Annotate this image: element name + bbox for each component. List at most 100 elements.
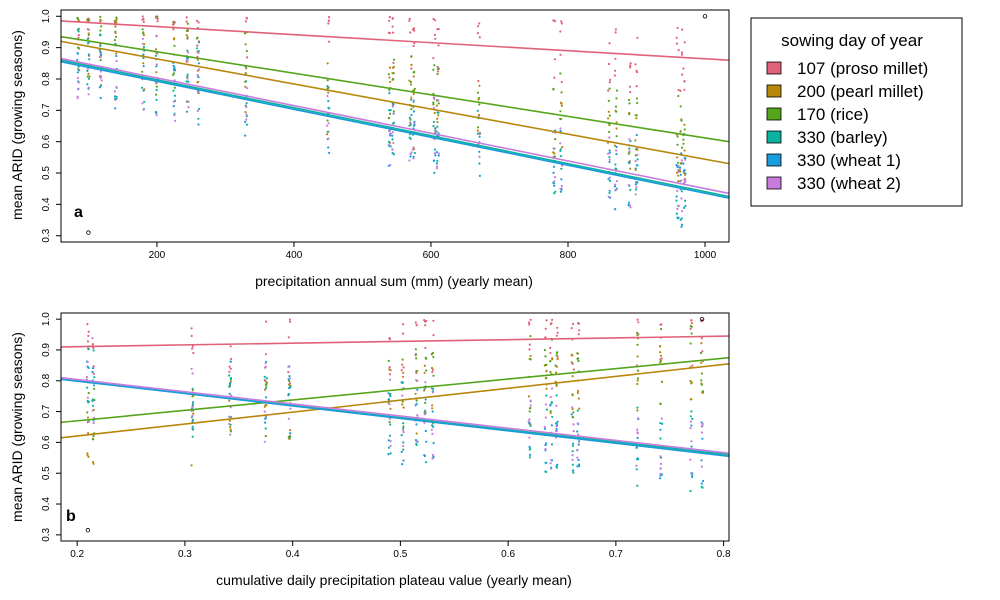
panel-a-data-point (141, 15, 144, 18)
panel-a-data-point (245, 123, 248, 126)
panel-a-data-point (608, 158, 611, 161)
panel-b-data-point (660, 380, 664, 383)
panel-a-data-point (409, 118, 412, 121)
panel-a-data-point (683, 149, 686, 152)
panel-a-data-point (614, 163, 617, 166)
panel-b-data-point (572, 411, 575, 414)
panel-a-data-point (195, 47, 199, 50)
panel-a-data-point (244, 134, 247, 137)
panel-b-data-point (636, 318, 639, 321)
panel-a-data-point (681, 28, 684, 31)
panel-a-data-point (409, 31, 412, 34)
panel-b-data-point (389, 395, 392, 398)
panel-a-data-point (88, 75, 91, 78)
panel-b-data-point (555, 351, 559, 355)
panel-a-data-point (392, 61, 395, 64)
panel-a-data-point (629, 91, 632, 94)
panel-a-data-point (682, 171, 685, 174)
panel-a-data-point (553, 176, 557, 179)
panel-a-data-point (436, 70, 440, 73)
panel-b-data-point (92, 346, 95, 350)
panel-a-data-point (634, 63, 637, 66)
panel-b-data-point (659, 422, 662, 425)
panel-a-data-point (608, 151, 611, 154)
panel-a-data-point (680, 161, 683, 165)
panel-b-data-point (288, 375, 291, 378)
panel-b-data-point (431, 370, 434, 374)
panel-b-data-point (288, 437, 291, 440)
panel-a-data-point (683, 41, 686, 44)
panel-b-data-point (228, 365, 231, 368)
panel-a-data-point (326, 133, 329, 136)
panel-b-data-point (701, 425, 704, 428)
panel-a-data-point (172, 21, 175, 24)
panel-a-data-point (391, 105, 394, 108)
panel-a-data-point (554, 190, 557, 193)
panel-a-data-point (413, 29, 416, 32)
panel-a-data-point (636, 158, 639, 161)
panel-b-data-point (287, 394, 290, 397)
panel-a-data-point (634, 148, 638, 151)
panel-b-outlier-point (85, 528, 91, 533)
panel-b-data-point (555, 383, 558, 386)
panel-a-data-point (607, 117, 610, 120)
panel-b-data-point (572, 430, 575, 433)
panel-a-data-point (173, 69, 177, 72)
panel-b-data-point (416, 388, 419, 391)
panel-b-data-point (415, 357, 418, 360)
panel-a-data-point (388, 19, 391, 22)
panel-a-data-point (327, 16, 331, 19)
panel-b-data-point (228, 374, 231, 377)
panel-a-data-point (392, 102, 395, 106)
panel-a-data-point (614, 105, 618, 108)
panel-a-data-point (173, 86, 176, 89)
panel-b-data-point (432, 355, 435, 359)
panel-b-data-point (578, 464, 581, 468)
panel-a-data-point (172, 72, 176, 75)
panel-a-data-point (387, 117, 390, 120)
panel-b-data-point (544, 427, 547, 430)
panel-a-data-point (433, 98, 436, 101)
panel-b-data-point (529, 354, 532, 358)
panel-b-data-point (415, 370, 418, 373)
panel-a-data-point (608, 130, 611, 133)
panel-a-data-point (684, 199, 687, 202)
panel-a-data-point (99, 44, 102, 48)
panel-b-data-point (92, 422, 95, 425)
panel-b-data-point (388, 421, 391, 424)
panel-b-plot-frame (60, 312, 730, 542)
panel-b-data-point (388, 373, 391, 376)
panel-a-data-point (155, 93, 158, 96)
panel-a-data-point (607, 62, 611, 66)
panel-a-data-point (387, 140, 391, 143)
panel-b-data-point (402, 425, 405, 428)
panel-b-data-point (571, 463, 574, 466)
panel-a-data-point (561, 146, 564, 149)
panel-b-data-point (425, 440, 428, 443)
panel-b-data-point (288, 377, 292, 380)
panel-a-data-point (553, 192, 556, 195)
panel-a-data-point (413, 122, 416, 125)
panel-b-data-point (549, 396, 552, 399)
panel-a-data-point (607, 178, 610, 181)
panel-a-data-point (389, 80, 392, 83)
panel-b-data-point (661, 422, 664, 425)
panel-b-data-point (570, 327, 573, 330)
panel-b-data-point (87, 348, 90, 351)
panel-b-data-point (431, 351, 435, 354)
panel-a-data-point (115, 95, 118, 98)
panel-a-data-point (327, 91, 330, 94)
panel-b-x-tick-label: 0.8 (717, 549, 731, 560)
panel-a-data-point (560, 20, 563, 23)
panel-b-data-point (577, 322, 581, 325)
panel-b-data-point (191, 420, 194, 423)
panel-b-data-point (529, 404, 532, 407)
panel-b-data-point (401, 358, 404, 361)
panel-a-data-point (432, 101, 435, 104)
panel-a-data-point (436, 65, 439, 68)
panel-b-data-point (636, 484, 639, 487)
panel-a-data-point (388, 129, 391, 132)
panel-b-data-point (191, 347, 194, 350)
panel-a-data-point (608, 87, 611, 90)
panel-a-data-point (99, 34, 102, 37)
